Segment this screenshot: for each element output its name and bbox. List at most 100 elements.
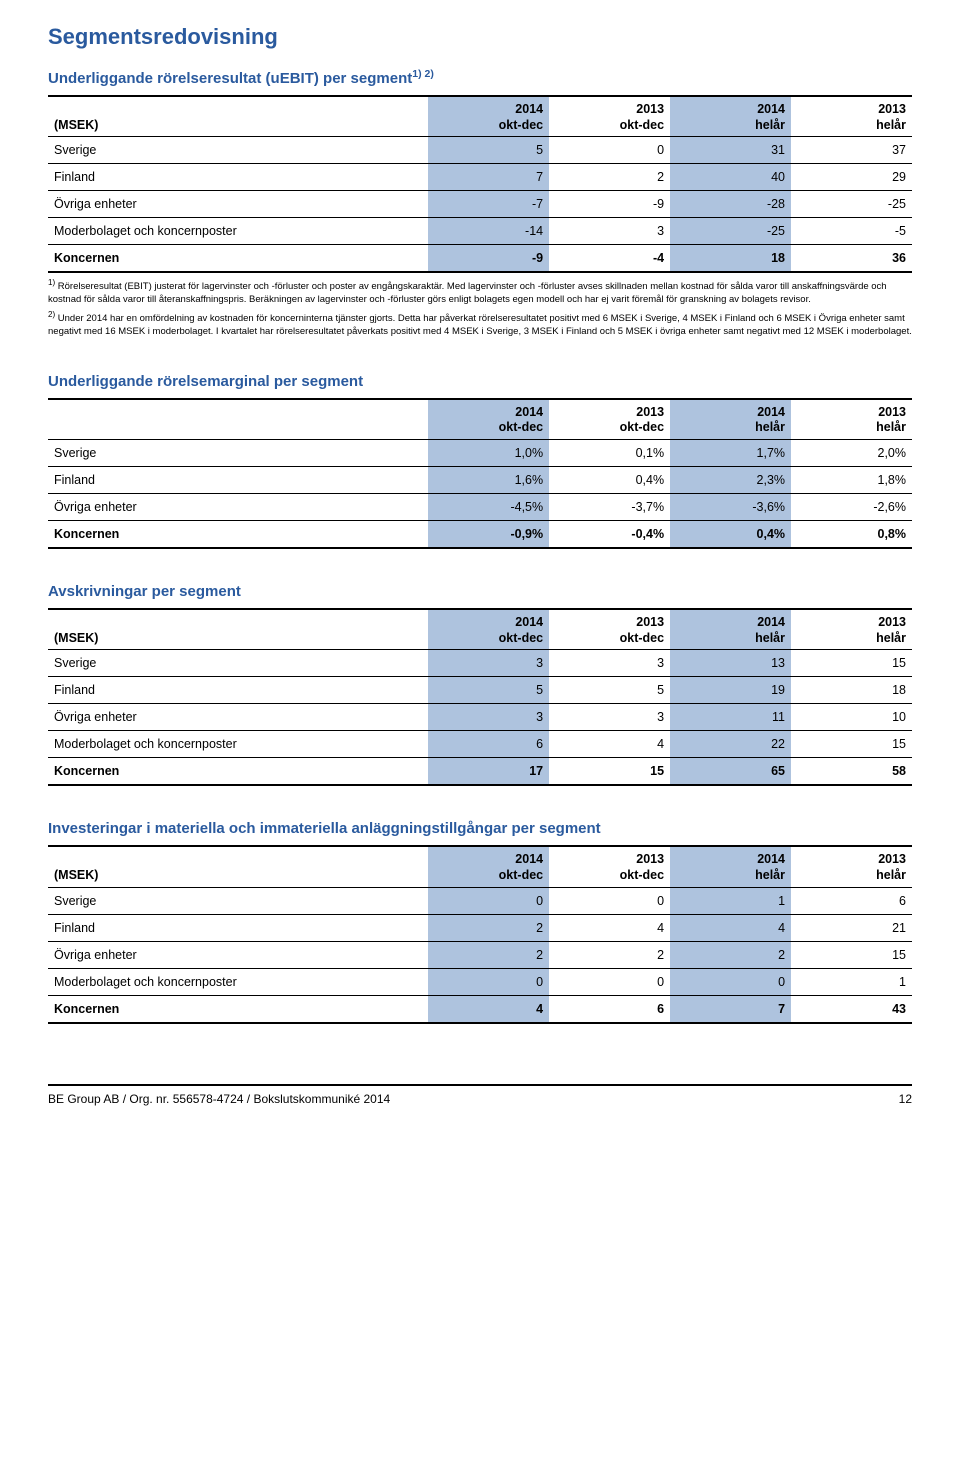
table-row: Sverige0016 [48, 887, 912, 914]
row-label: Övriga enheter [48, 191, 428, 218]
column-header: 2014helår [670, 846, 791, 887]
cell-value: 0,4% [549, 467, 670, 494]
cell-value: -5 [791, 218, 912, 245]
column-header-label [48, 399, 428, 440]
table-row: Moderbolaget och koncernposter-143-25-5 [48, 218, 912, 245]
row-label: Moderbolaget och koncernposter [48, 731, 428, 758]
table-row: Finland24421 [48, 914, 912, 941]
cell-value: 0 [670, 968, 791, 995]
section-title: Investeringar i materiella och immaterie… [48, 820, 912, 837]
data-table: 2014okt-dec2013okt-dec2014helår2013helår… [48, 398, 912, 549]
cell-value: 2 [428, 941, 549, 968]
cell-value: 19 [670, 677, 791, 704]
cell-value: 3 [549, 218, 670, 245]
column-header-label: (MSEK) [48, 96, 428, 137]
cell-value: 4 [549, 731, 670, 758]
row-label: Övriga enheter [48, 941, 428, 968]
cell-value: 1,6% [428, 467, 549, 494]
cell-value: 1,8% [791, 467, 912, 494]
cell-value: 3 [428, 704, 549, 731]
table-total-row: Koncernen46743 [48, 995, 912, 1023]
cell-value: -3,7% [549, 494, 670, 521]
cell-value: 2 [670, 941, 791, 968]
cell-value: 13 [670, 650, 791, 677]
column-header: 2014okt-dec [428, 609, 549, 650]
column-header: 2014helår [670, 399, 791, 440]
footer-left: BE Group AB / Org. nr. 556578-4724 / Bok… [48, 1092, 390, 1106]
column-header: 2013helår [791, 609, 912, 650]
cell-value: -25 [791, 191, 912, 218]
footnote-text: 2) Under 2014 har en omfördelning av kos… [48, 310, 912, 339]
total-value: -4 [549, 245, 670, 273]
column-header: 2014okt-dec [428, 846, 549, 887]
table-row: Moderbolaget och koncernposter642215 [48, 731, 912, 758]
cell-value: 5 [549, 677, 670, 704]
cell-value: -28 [670, 191, 791, 218]
cell-value: 1,0% [428, 440, 549, 467]
column-header: 2013okt-dec [549, 609, 670, 650]
cell-value: 11 [670, 704, 791, 731]
cell-value: 15 [791, 650, 912, 677]
cell-value: 18 [791, 677, 912, 704]
cell-value: 6 [791, 887, 912, 914]
cell-value: 0 [549, 887, 670, 914]
total-value: 4 [428, 995, 549, 1023]
footnote-text: 1) Rörelseresultat (EBIT) justerat för l… [48, 278, 912, 307]
total-value: 0,4% [670, 521, 791, 549]
column-header: 2013helår [791, 399, 912, 440]
total-value: -0,4% [549, 521, 670, 549]
cell-value: 4 [670, 914, 791, 941]
row-label: Sverige [48, 137, 428, 164]
cell-value: -2,6% [791, 494, 912, 521]
cell-value: -4,5% [428, 494, 549, 521]
table-row: Sverige331315 [48, 650, 912, 677]
row-label: Finland [48, 164, 428, 191]
total-value: 58 [791, 758, 912, 786]
table-row: Övriga enheter-4,5%-3,7%-3,6%-2,6% [48, 494, 912, 521]
cell-value: 1 [670, 887, 791, 914]
cell-value: 15 [791, 941, 912, 968]
cell-value: 21 [791, 914, 912, 941]
data-table: (MSEK)2014okt-dec2013okt-dec2014helår201… [48, 845, 912, 1023]
row-label: Moderbolaget och koncernposter [48, 968, 428, 995]
cell-value: 37 [791, 137, 912, 164]
total-label: Koncernen [48, 758, 428, 786]
total-value: 17 [428, 758, 549, 786]
cell-value: -9 [549, 191, 670, 218]
page-footer: BE Group AB / Org. nr. 556578-4724 / Bok… [48, 1084, 912, 1106]
cell-value: 1 [791, 968, 912, 995]
cell-value: 6 [428, 731, 549, 758]
cell-value: 31 [670, 137, 791, 164]
row-label: Moderbolaget och koncernposter [48, 218, 428, 245]
cell-value: 29 [791, 164, 912, 191]
row-label: Övriga enheter [48, 494, 428, 521]
section-title: Underliggande rörelseresultat (uEBIT) pe… [48, 68, 912, 87]
cell-value: -3,6% [670, 494, 791, 521]
cell-value: -25 [670, 218, 791, 245]
column-header: 2014okt-dec [428, 96, 549, 137]
cell-value: 22 [670, 731, 791, 758]
cell-value: 3 [549, 650, 670, 677]
cell-value: 0,1% [549, 440, 670, 467]
total-value: 18 [670, 245, 791, 273]
table-row: Finland1,6%0,4%2,3%1,8% [48, 467, 912, 494]
cell-value: 5 [428, 137, 549, 164]
cell-value: 3 [428, 650, 549, 677]
cell-value: 0 [428, 887, 549, 914]
row-label: Sverige [48, 440, 428, 467]
table-row: Finland724029 [48, 164, 912, 191]
column-header: 2013okt-dec [549, 846, 670, 887]
column-header: 2014helår [670, 96, 791, 137]
cell-value: 1,7% [670, 440, 791, 467]
column-header: 2013okt-dec [549, 96, 670, 137]
column-header-label: (MSEK) [48, 609, 428, 650]
page-title: Segmentsredovisning [48, 24, 912, 50]
row-label: Finland [48, 914, 428, 941]
table-row: Finland551918 [48, 677, 912, 704]
cell-value: 7 [428, 164, 549, 191]
column-header-label: (MSEK) [48, 846, 428, 887]
total-value: 15 [549, 758, 670, 786]
cell-value: 2 [428, 914, 549, 941]
cell-value: 5 [428, 677, 549, 704]
total-label: Koncernen [48, 995, 428, 1023]
